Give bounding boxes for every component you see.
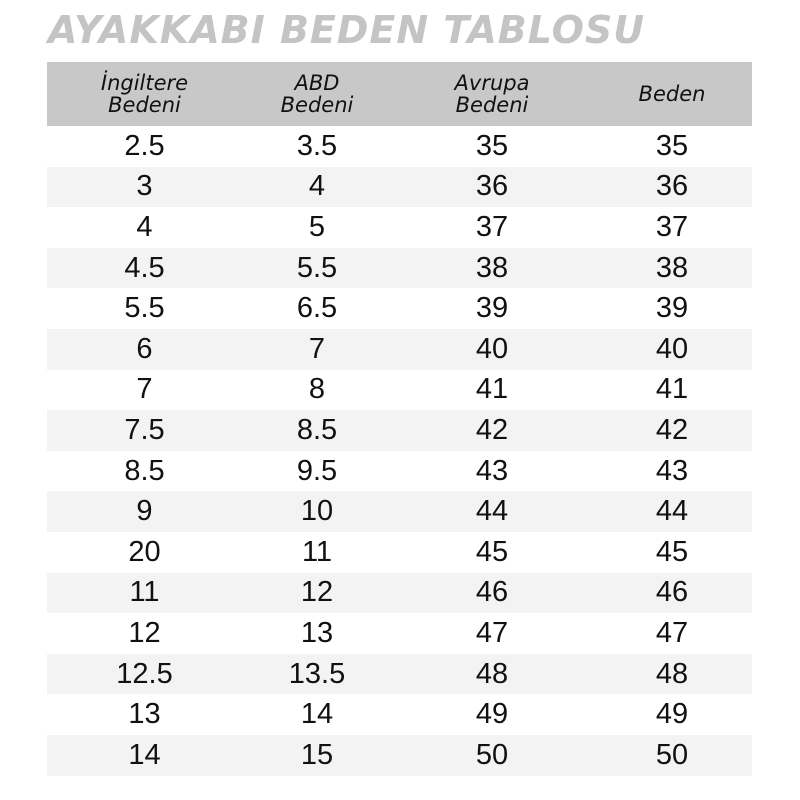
table-cell: 14 xyxy=(47,734,242,776)
page-title: AYAKKABI BEDEN TABLOSU xyxy=(48,8,646,52)
table-row: 2.5 3.5 35 35 xyxy=(47,126,752,167)
table-cell: 20 xyxy=(128,535,161,568)
table-row: 4 5 37 37 xyxy=(47,207,752,248)
column-header-line: Bedeni xyxy=(280,93,354,117)
table-cell: 42 xyxy=(392,410,592,451)
table-row: 5.5 6.5 39 39 xyxy=(47,288,752,329)
column-header-line: Bedeni xyxy=(108,93,181,117)
table-cell: 13 xyxy=(128,698,161,731)
table-cell: 35 xyxy=(655,129,689,162)
column-header: Beden xyxy=(592,62,752,126)
table-cell: 15 xyxy=(242,734,392,776)
table-cell: 6.5 xyxy=(296,292,338,325)
table-cell: 12.5 xyxy=(47,653,242,695)
column-header: İngiltere Bedeni xyxy=(47,62,242,126)
table-cell: 48 xyxy=(592,653,752,695)
table-cell: 12 xyxy=(242,572,392,614)
table-cell: 47 xyxy=(475,616,509,649)
table-cell: 40 xyxy=(392,328,592,370)
table-row: 6 7 40 40 xyxy=(47,328,752,370)
column-header: Avrupa Bedeni xyxy=(392,62,592,126)
table-cell: 41 xyxy=(475,373,509,406)
table-row: 12.5 13.5 48 48 xyxy=(47,653,752,695)
table-cell: 11 xyxy=(47,572,242,614)
table-cell: 48 xyxy=(392,653,592,695)
table-cell: 3.5 xyxy=(296,129,338,162)
table-row: 9 10 44 44 xyxy=(47,491,752,532)
size-chart-table: İngiltere Bedeni ABD Bedeni Avrupa Bedeni Bede… xyxy=(47,62,752,776)
table-cell: 13.5 xyxy=(242,653,392,695)
table-cell: 10 xyxy=(242,491,392,532)
table-cell: 5.5 xyxy=(242,247,392,289)
column-header-line: Avrupa xyxy=(454,71,530,95)
table-cell: 47 xyxy=(655,616,689,649)
column-header-line: Beden xyxy=(638,82,706,106)
table-cell: 9 xyxy=(47,491,242,532)
table-row: 4.5 5.5 38 38 xyxy=(47,247,752,289)
header-row: İngiltere Bedeni ABD Bedeni Avrupa Bedeni Bede… xyxy=(47,62,752,126)
table-cell: 42 xyxy=(592,410,752,451)
table-cell: 38 xyxy=(392,247,592,289)
table-row: 8.5 9.5 43 43 xyxy=(47,451,752,492)
table-cell: 36 xyxy=(392,166,592,208)
table-cell: 43 xyxy=(475,454,509,487)
table-cell: 3 xyxy=(47,166,242,208)
table-cell: 46 xyxy=(392,572,592,614)
table-cell: 4 xyxy=(136,210,153,243)
table-cell: 14 xyxy=(300,698,334,731)
table-row: 7 8 41 41 xyxy=(47,370,752,411)
table-cell: 5.5 xyxy=(124,292,165,325)
table-row: 11 12 46 46 xyxy=(47,572,752,614)
column-header-line: İngiltere xyxy=(100,71,189,95)
table-cell: 36 xyxy=(592,166,752,208)
table-cell: 37 xyxy=(475,210,509,243)
table-cell: 37 xyxy=(655,210,689,243)
table-row: 13 14 49 49 xyxy=(47,694,752,735)
table-cell: 11 xyxy=(301,535,333,568)
table-cell: 7 xyxy=(136,373,153,406)
table-cell: 7.5 xyxy=(47,410,242,451)
table-row: 20 11 45 45 xyxy=(47,532,752,573)
table-cell: 43 xyxy=(655,454,689,487)
table-cell: 44 xyxy=(592,491,752,532)
table-cell: 45 xyxy=(655,535,689,568)
table-cell: 45 xyxy=(475,535,509,568)
table-cell: 46 xyxy=(592,572,752,614)
table-cell: 50 xyxy=(392,734,592,776)
column-header-line: ABD xyxy=(294,71,340,95)
table-row: 12 13 47 47 xyxy=(47,613,752,654)
table-cell: 13 xyxy=(300,616,334,649)
table-cell: 39 xyxy=(655,292,689,325)
table-cell: 35 xyxy=(475,129,509,162)
table-cell: 40 xyxy=(592,328,752,370)
column-header-line: Bedeni xyxy=(455,93,529,117)
table-cell: 39 xyxy=(475,292,509,325)
table-row: 14 15 50 50 xyxy=(47,734,752,776)
table-cell: 44 xyxy=(392,491,592,532)
table-cell: 12 xyxy=(128,616,161,649)
table-cell: 8.5 xyxy=(124,454,165,487)
column-header: ABD Bedeni xyxy=(242,62,392,126)
table-row: 3 4 36 36 xyxy=(47,166,752,208)
table-cell: 9.5 xyxy=(296,454,338,487)
table-cell: 50 xyxy=(592,734,752,776)
table-cell: 41 xyxy=(655,373,689,406)
table-cell: 8 xyxy=(308,373,326,406)
table-cell: 49 xyxy=(655,698,689,731)
table-cell: 2.5 xyxy=(124,129,165,162)
table-cell: 6 xyxy=(47,328,242,370)
table-cell: 5 xyxy=(308,210,326,243)
table-cell: 7 xyxy=(242,328,392,370)
table-cell: 4 xyxy=(242,166,392,208)
table-row: 7.5 8.5 42 42 xyxy=(47,410,752,451)
table-cell: 38 xyxy=(592,247,752,289)
table-cell: 8.5 xyxy=(242,410,392,451)
table-cell: 4.5 xyxy=(47,247,242,289)
table-cell: 49 xyxy=(475,698,509,731)
